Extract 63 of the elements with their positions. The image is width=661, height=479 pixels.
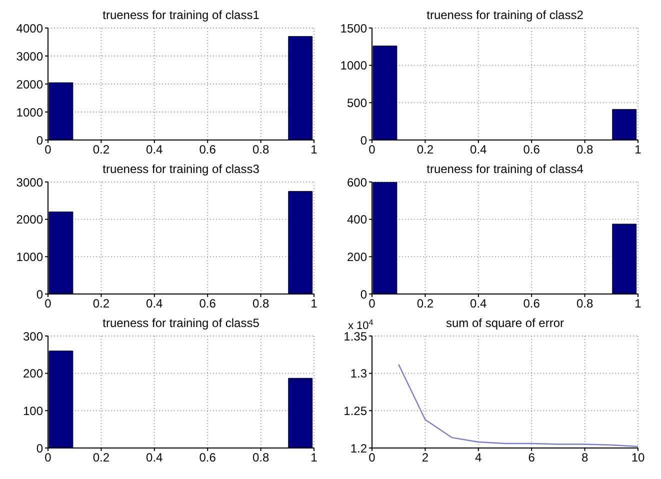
x-tick-label: 0.8: [576, 142, 594, 157]
y-tick-label: 4000: [16, 21, 44, 36]
x-tick-label: 0.2: [92, 296, 110, 311]
chart-title: trueness for training of class2: [426, 8, 584, 22]
y-tick-label: 200: [346, 250, 368, 264]
x-tick-label: 6: [528, 450, 536, 465]
y-tick-label: 1.3: [350, 366, 368, 381]
y-tick-label: 1000: [16, 250, 44, 264]
x-tick-label: 10: [631, 450, 645, 465]
y-tick-label: 2000: [16, 77, 44, 92]
x-tick-label: 0.6: [199, 142, 216, 157]
y-tick-label: 600: [346, 175, 368, 190]
chart-title: trueness for training of class1: [102, 8, 260, 22]
y-tick-label: 300: [22, 329, 44, 344]
y-tick-label: 200: [22, 366, 44, 381]
text: x 10$^{4}$: [348, 318, 374, 332]
y-tick-label: 1000: [340, 58, 368, 73]
x-tick-label: 2: [422, 450, 429, 465]
y-tick-label: 3000: [16, 175, 44, 190]
y-tick-label: 0: [36, 133, 44, 148]
x-tick-label: 1: [310, 296, 318, 311]
y-tick-label: 1.35: [344, 329, 368, 344]
y-tick-label: 1500: [340, 21, 368, 36]
y-tick-label: 0: [360, 133, 368, 148]
x-tick-label: 4: [475, 450, 482, 465]
x-tick-label: 0.8: [252, 296, 270, 311]
x-tick-label: 0.2: [92, 450, 110, 465]
x-tick-label: 0.4: [470, 142, 488, 157]
x-tick-label: 1: [310, 450, 318, 465]
y-tick-label: 0: [36, 441, 44, 456]
x-tick-label: 0.6: [523, 142, 540, 157]
x-tick-label: 1: [634, 142, 642, 157]
y-tick-label: 0: [360, 287, 368, 302]
y-tick-label: 100: [22, 404, 44, 418]
chart-title: trueness for training of class5: [102, 316, 260, 330]
x-tick-label: 1: [310, 142, 318, 157]
y-tick-label: 0: [36, 287, 44, 302]
y-tick-label: 2000: [16, 212, 44, 227]
x-tick-label: 0.4: [146, 142, 164, 157]
x-tick-label: 0.2: [416, 142, 434, 157]
y-tick-label: 400: [346, 212, 368, 227]
x-tick-label: 0.4: [146, 450, 164, 465]
x-tick-label: 0.2: [416, 296, 434, 311]
x-tick-label: 0.4: [146, 296, 164, 311]
chart-title: trueness for training of class4: [426, 162, 584, 176]
x-tick-label: 0.8: [252, 450, 270, 465]
x-tick-label: 0.6: [523, 296, 540, 311]
x-tick-label: 0.2: [92, 142, 110, 157]
y-tick-label: 1.25: [344, 404, 368, 418]
x-tick-label: 1: [634, 296, 642, 311]
x-tick-label: 0.6: [199, 296, 216, 311]
y-tick-label: 1000: [16, 105, 44, 120]
line-series: [398, 364, 638, 448]
y-tick-label: 1.2: [350, 441, 368, 456]
y-tick-label: 3000: [16, 49, 44, 64]
x-tick-label: 0.8: [576, 296, 594, 311]
x-tick-label: 0.4: [470, 296, 488, 311]
x-tick-label: 8: [581, 450, 588, 465]
y-tick-label: 500: [346, 96, 368, 110]
chart-title: trueness for training of class3: [102, 162, 260, 176]
chart-title: sum of square of error: [446, 316, 564, 330]
x-tick-label: 0.6: [199, 450, 216, 465]
x-tick-label: 0.8: [252, 142, 270, 157]
